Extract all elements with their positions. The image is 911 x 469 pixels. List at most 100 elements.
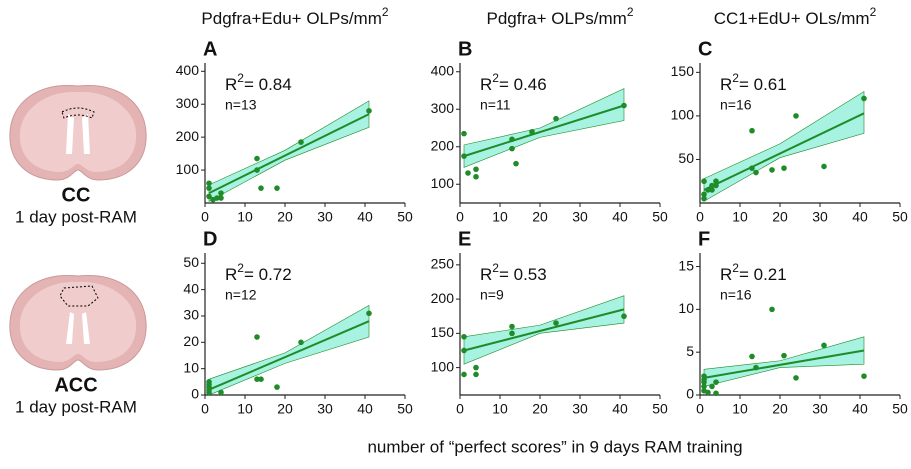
data-point [206,180,212,187]
data-point [473,364,479,371]
data-point [473,173,479,180]
data-point [709,187,715,193]
y-tick-label: 0 [686,386,694,402]
data-point [206,389,212,396]
data-point [274,185,280,191]
x-tick-label: 40 [612,401,628,417]
data-point [769,167,775,173]
n-count: n=9 [480,287,504,303]
r-squared: R2= 0.21 [720,261,787,284]
x-tick-label: 20 [532,209,548,225]
x-tick-label: 30 [317,209,333,225]
data-point [461,333,467,340]
x-tick-label: 40 [357,209,373,225]
x-tick-label: 0 [456,401,464,417]
row-caption: 1 day post-RAM [15,207,137,226]
x-tick-label: 0 [696,401,704,417]
column-title: Pdgfra+ OLPs/mm2 [487,5,634,28]
data-point [705,389,711,396]
x-axis-label: number of “perfect scores” in 9 days RAM… [367,437,742,456]
y-tick-label: 20 [183,333,199,349]
data-point [529,128,535,135]
x-tick-label: 0 [696,209,704,225]
row-region: CC [62,184,91,206]
data-point [254,376,260,382]
x-tick-label: 40 [357,401,373,417]
data-point [781,165,787,171]
y-tick-label: 150 [431,324,455,340]
row-region: ACC [54,374,97,396]
panel-letter: A [203,38,217,60]
y-tick-label: 5 [686,343,694,359]
column-title-text: CC1+EdU+ OLs/mm [714,9,870,28]
r-squared-value: = 0.61 [739,75,787,94]
data-point [254,155,260,162]
data-point [509,330,515,337]
r-squared: R2= 0.61 [720,71,787,94]
y-tick-label: 50 [678,150,694,166]
r-squared: R2= 0.46 [480,71,547,94]
column-title-sup: 2 [870,5,877,19]
y-tick-label: 200 [431,290,455,306]
x-tick-label: 30 [812,401,828,417]
fit-line [703,349,865,379]
data-point [713,182,719,189]
panel-letter: E [458,228,471,250]
data-point [206,193,212,200]
data-point [709,182,715,189]
x-tick-label: 40 [852,401,868,417]
row-caption: 1 day post-RAM [15,397,137,416]
x-tick-label: 30 [572,209,588,225]
data-point [861,95,867,102]
n-count: n=16 [720,97,752,113]
y-tick-label: 30 [183,307,199,323]
data-point [753,364,759,371]
x-tick-label: 50 [892,209,908,225]
data-point [793,113,799,119]
r-squared-symbol: R [225,75,237,94]
y-tick-label: 10 [183,359,199,375]
panel-letter: C [698,38,712,60]
data-point [254,334,260,340]
r-squared-sup: 2 [492,261,499,275]
r-squared: R2= 0.53 [480,261,547,284]
data-point [465,170,471,176]
r-squared-value: = 0.72 [244,265,292,284]
data-point [769,306,775,313]
data-point [749,165,755,171]
data-point [258,376,264,382]
x-tick-label: 20 [772,401,788,417]
r-squared: R2= 0.84 [225,71,292,94]
y-tick-label: 300 [431,100,455,116]
data-point [473,371,479,378]
data-point [749,353,755,360]
x-tick-label: 10 [237,209,253,225]
confidence-band [208,304,370,396]
fit-line [463,104,625,158]
r-squared: R2= 0.72 [225,261,292,284]
data-point [513,160,519,167]
data-point [701,191,707,198]
r-squared-sup: 2 [492,71,499,85]
confidence-band [703,336,865,387]
x-tick-label: 50 [892,401,908,417]
data-point [214,195,220,201]
x-tick-label: 30 [317,401,333,417]
x-tick-label: 20 [277,209,293,225]
x-tick-label: 50 [397,209,413,225]
data-point [298,339,304,346]
confidence-band [208,100,370,202]
x-tick-label: 30 [572,401,588,417]
y-tick-label: 300 [176,95,200,111]
x-tick-label: 50 [652,209,668,225]
data-point [701,178,707,185]
x-tick-label: 30 [812,209,828,225]
column-title-sup: 2 [627,5,634,19]
data-point [861,373,867,379]
fit-line [208,320,370,391]
data-point [366,108,372,114]
data-point [218,190,224,196]
data-point [713,390,719,397]
data-point [621,313,627,320]
data-point [821,342,827,349]
